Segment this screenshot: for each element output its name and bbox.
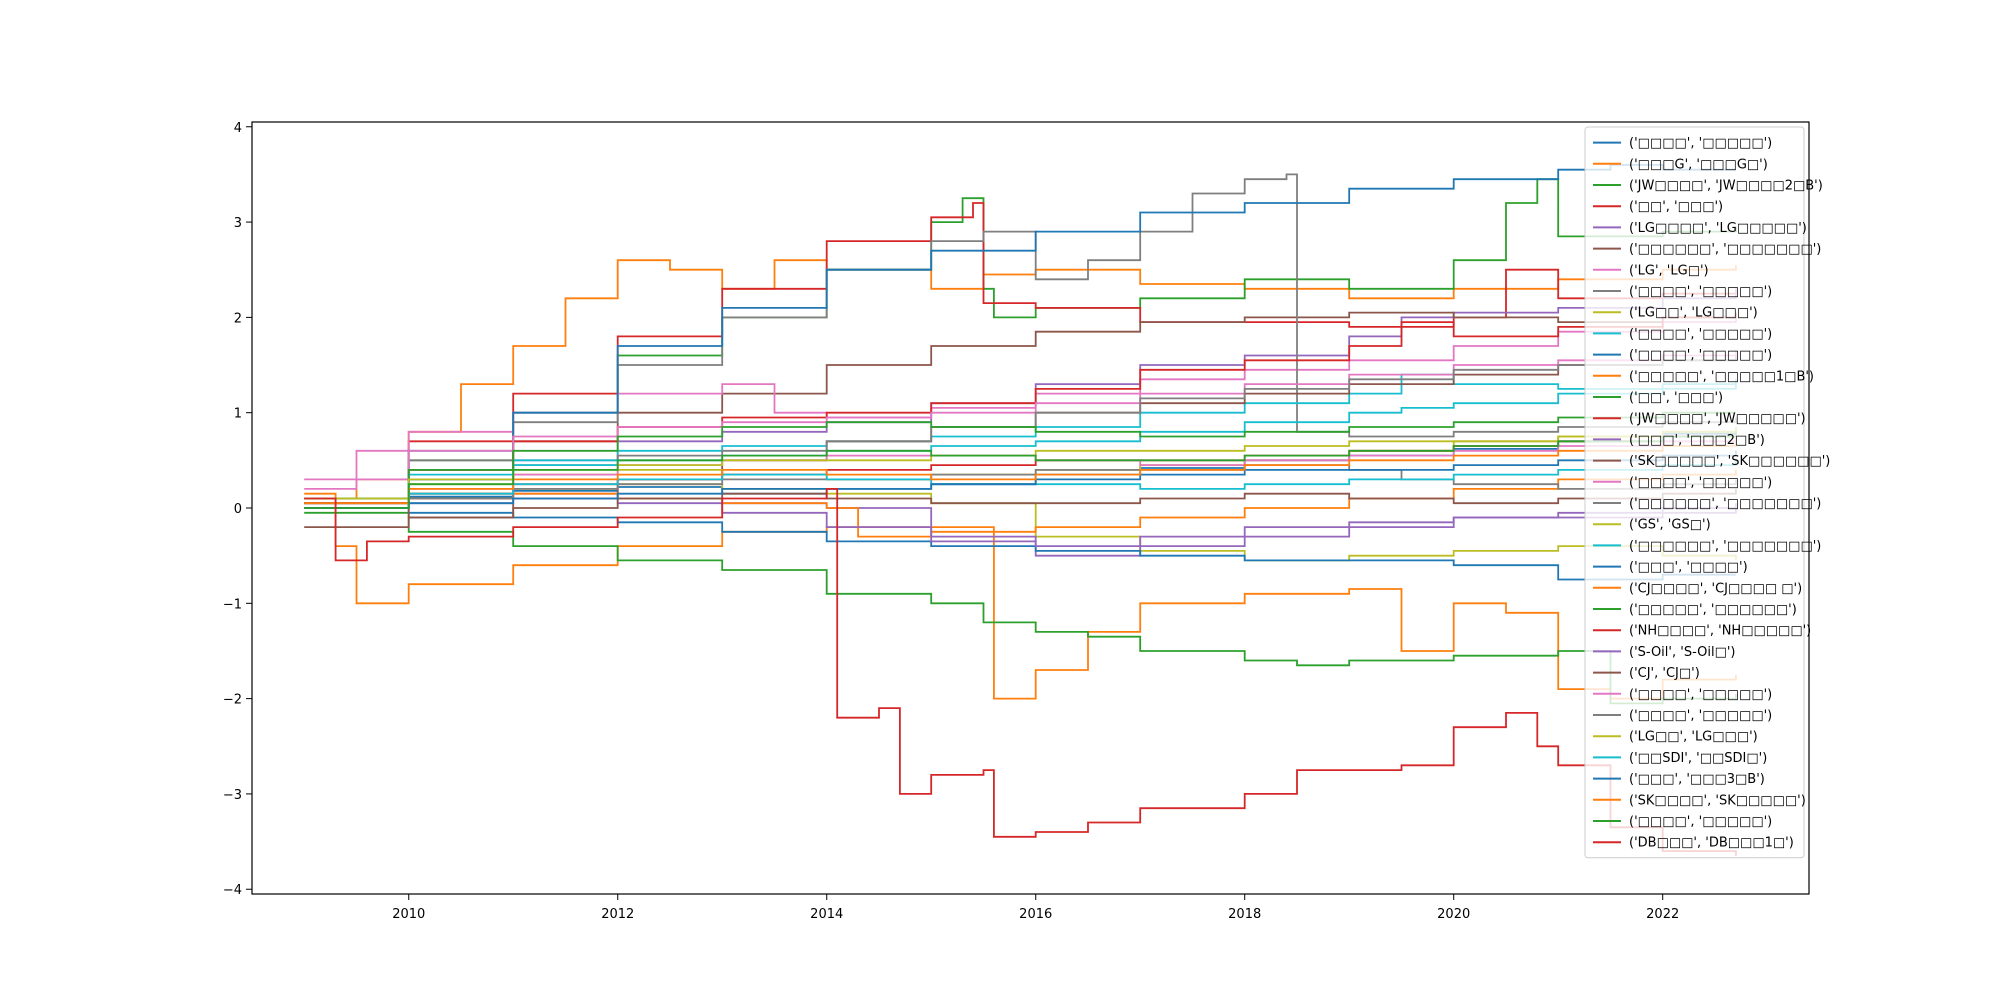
legend-label-5: ('□□□□□□', '□□□□□□□')	[1629, 242, 1821, 257]
series-line-12	[304, 511, 1737, 705]
legend-label-1: ('□□□G', '□□□G□')	[1629, 157, 1768, 172]
legend-label-16: ('□□□□', '□□□□□')	[1629, 475, 1772, 490]
legend-label-26: ('□□□□', '□□□□□')	[1629, 687, 1772, 702]
legend-label-2: ('JW□□□□', 'JW□□□□2□B')	[1629, 179, 1823, 194]
series-line-7	[304, 173, 1737, 509]
series-line-32	[304, 431, 1737, 509]
legend-label-20: ('□□□', '□□□□')	[1629, 560, 1748, 575]
series-line-2	[304, 178, 1737, 509]
legend-label-29: ('□□SDI', '□□SDI□')	[1629, 751, 1767, 766]
legend-label-31: ('SK□□□□', 'SK□□□□□')	[1629, 793, 1806, 808]
x-tick-label-3: 2016	[1019, 907, 1052, 922]
series-line-33	[304, 488, 1737, 856]
legend-label-17: ('□□□□□□', '□□□□□□□')	[1629, 497, 1821, 512]
legend-label-8: ('LG□□', 'LG□□□')	[1629, 306, 1758, 321]
plot-area	[251, 121, 1810, 895]
series-line-31	[304, 441, 1737, 505]
x-tick-label-4: 2018	[1228, 907, 1261, 922]
legend-label-3: ('□□', '□□□')	[1629, 200, 1723, 215]
legend-label-6: ('LG', 'LG□')	[1629, 263, 1709, 278]
legend-label-14: ('□□□', '□□□2□B')	[1629, 433, 1765, 448]
x-tick-label-2: 2014	[810, 907, 843, 922]
series-layer	[304, 164, 1737, 856]
legend-label-11: ('□□□□□', '□□□□□1□B')	[1629, 369, 1814, 384]
legend-label-30: ('□□□', '□□□3□B')	[1629, 772, 1765, 787]
series-line-16	[304, 350, 1737, 481]
legend-label-21: ('CJ□□□□', 'CJ□□□□ □')	[1629, 581, 1802, 596]
x-tick-label-0: 2010	[392, 907, 425, 922]
y-axis: −4 −3 −2 −1 0 1 2 3 4	[223, 121, 252, 898]
series-line-22	[304, 411, 1736, 500]
y-tick-label-2: −2	[223, 693, 242, 708]
legend-label-33: ('DB□□□', 'DB□□□1□')	[1629, 836, 1794, 851]
x-axis: 2010 2012 2014 2016 2018 2020 2022	[392, 894, 1679, 922]
y-tick-label-4: 0	[234, 502, 242, 517]
y-tick-label-3: −1	[223, 597, 242, 612]
legend-label-23: ('NH□□□□', 'NH□□□□□')	[1629, 624, 1811, 639]
legend-label-7: ('□□□□', '□□□□□')	[1629, 285, 1772, 300]
legend: ('□□□□', '□□□□□') ('□□□G', '□□□G□') ('JW□□…	[1584, 126, 1830, 859]
legend-label-24: ('S-Oil', 'S-Oil□')	[1629, 645, 1736, 660]
y-tick-label-8: 4	[234, 121, 242, 136]
legend-label-9: ('□□□□', '□□□□□')	[1629, 327, 1772, 342]
y-tick-label-1: −3	[223, 788, 242, 803]
legend-label-13: ('JW□□□□', 'JW□□□□□')	[1629, 412, 1806, 427]
legend-label-4: ('LG□□□□', 'LG□□□□□')	[1629, 221, 1807, 236]
y-tick-label-7: 3	[234, 216, 242, 231]
legend-label-18: ('GS', 'GS□')	[1629, 518, 1711, 533]
legend-label-27: ('□□□□', '□□□□□')	[1629, 709, 1772, 724]
series-line-11	[304, 492, 1737, 700]
legend-label-10: ('□□□□', '□□□□□')	[1629, 348, 1772, 363]
legend-label-25: ('CJ', 'CJ□')	[1629, 666, 1700, 681]
y-tick-label-5: 1	[234, 407, 242, 422]
legend-label-19: ('□□□□□□', '□□□□□□□')	[1629, 539, 1821, 554]
legend-label-15: ('SK□□□□□', 'SK□□□□□□')	[1629, 454, 1830, 469]
series-line-29	[304, 460, 1737, 509]
legend-label-28: ('LG□□', 'LG□□□')	[1629, 730, 1758, 745]
x-tick-label-5: 2020	[1437, 907, 1470, 922]
legend-label-0: ('□□□□', '□□□□□')	[1629, 136, 1772, 151]
y-tick-label-6: 2	[234, 311, 242, 326]
y-tick-label-0: −4	[223, 883, 242, 898]
x-tick-label-6: 2022	[1646, 907, 1679, 922]
series-line-25	[304, 488, 1737, 519]
legend-box	[1584, 126, 1805, 859]
series-line-10	[304, 164, 1736, 505]
legend-label-22: ('□□□□□', '□□□□□□')	[1629, 603, 1797, 618]
x-tick-label-1: 2012	[601, 907, 634, 922]
legend-label-32: ('□□□□', '□□□□□')	[1629, 815, 1772, 830]
legend-label-12: ('□□', '□□□')	[1629, 391, 1723, 406]
